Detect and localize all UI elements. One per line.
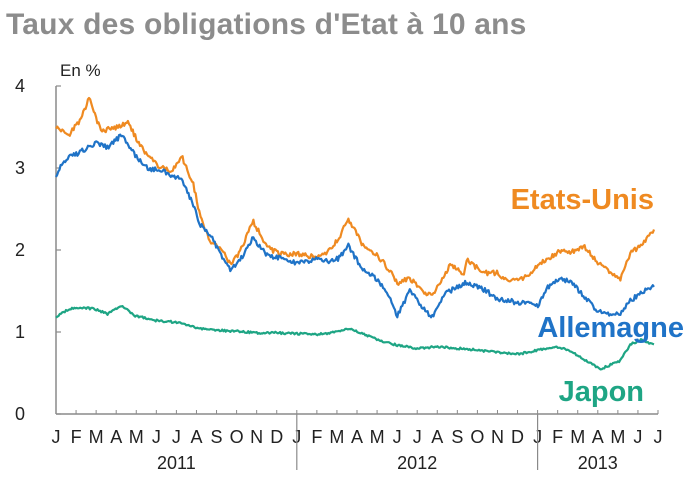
x-month-label: J	[633, 427, 642, 447]
x-month-label: S	[211, 427, 223, 447]
x-month-label: J	[52, 427, 61, 447]
x-month-label: J	[413, 427, 422, 447]
y-tick-label: 0	[15, 404, 25, 424]
x-month-label: J	[393, 427, 402, 447]
x-month-label: D	[270, 427, 283, 447]
y-axis-unit-label: En %	[60, 61, 101, 80]
y-tick-label: 1	[15, 322, 25, 342]
x-month-label: J	[172, 427, 181, 447]
series-line-japon	[55, 305, 655, 371]
series-lines	[55, 96, 656, 371]
series-line-allemagne	[55, 133, 655, 319]
x-year-label: 2013	[578, 453, 618, 473]
x-month-label: M	[89, 427, 104, 447]
series-label-allemagne: Allemagne	[537, 312, 684, 344]
axes-group: 01234JFMAMJJASONDJFMAMJJASONDJFMAMJJ2011…	[15, 76, 663, 473]
y-tick-label: 3	[15, 158, 25, 178]
x-month-label: F	[71, 427, 82, 447]
series-label-etats-unis: Etats-Unis	[511, 184, 654, 216]
x-month-label: O	[230, 427, 244, 447]
x-month-label: A	[110, 427, 122, 447]
y-tick-label: 4	[15, 76, 25, 96]
x-month-label: J	[152, 427, 161, 447]
x-month-label: M	[370, 427, 385, 447]
x-month-label: A	[592, 427, 604, 447]
x-month-label: O	[470, 427, 484, 447]
series-label-japon: Japon	[559, 376, 644, 408]
x-year-label: 2012	[397, 453, 437, 473]
x-month-label: J	[654, 427, 663, 447]
x-month-label: M	[129, 427, 144, 447]
x-month-label: F	[311, 427, 322, 447]
chart-title: Taux des obligations d'Etat à 10 ans	[6, 8, 527, 41]
x-month-label: D	[511, 427, 524, 447]
series-line-etats-unis	[55, 96, 656, 297]
x-month-label: S	[451, 427, 463, 447]
x-month-label: M	[570, 427, 585, 447]
x-month-label: A	[351, 427, 363, 447]
y-tick-label: 2	[15, 240, 25, 260]
x-month-label: A	[431, 427, 443, 447]
x-month-label: M	[610, 427, 625, 447]
x-month-label: A	[190, 427, 202, 447]
x-year-label: 2011	[157, 453, 196, 473]
x-month-label: N	[491, 427, 504, 447]
x-month-label: M	[329, 427, 344, 447]
x-month-label: N	[250, 427, 263, 447]
x-month-label: F	[552, 427, 563, 447]
